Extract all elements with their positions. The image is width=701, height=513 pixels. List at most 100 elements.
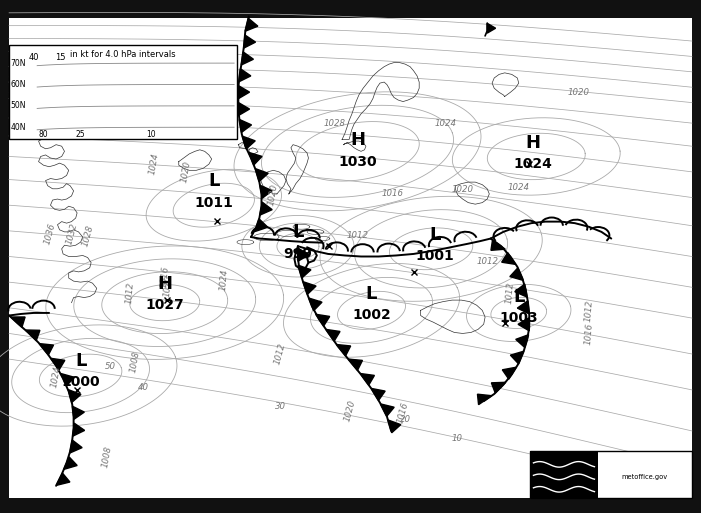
- Polygon shape: [239, 69, 251, 82]
- Polygon shape: [260, 185, 272, 198]
- Polygon shape: [238, 86, 250, 98]
- Text: 30: 30: [275, 402, 286, 411]
- Text: 10: 10: [146, 130, 156, 139]
- Polygon shape: [515, 284, 527, 297]
- Text: 1016: 1016: [381, 189, 404, 199]
- Polygon shape: [241, 52, 254, 65]
- Text: 1000: 1000: [61, 375, 100, 389]
- Polygon shape: [315, 314, 329, 326]
- Polygon shape: [348, 359, 362, 370]
- Text: 40: 40: [138, 383, 149, 392]
- Text: 1012: 1012: [505, 281, 516, 304]
- Text: 1024: 1024: [434, 119, 456, 128]
- Text: 1027: 1027: [145, 298, 184, 312]
- Polygon shape: [243, 136, 255, 149]
- Bar: [530, 451, 598, 498]
- Polygon shape: [39, 344, 53, 355]
- Text: 999: 999: [283, 247, 313, 261]
- Text: 1030: 1030: [338, 154, 377, 169]
- Text: L: L: [366, 285, 377, 303]
- Text: 25: 25: [76, 130, 86, 139]
- Polygon shape: [298, 248, 309, 261]
- Text: 1024: 1024: [508, 183, 530, 192]
- Text: 1020: 1020: [567, 88, 590, 97]
- Text: 70N: 70N: [11, 58, 26, 68]
- Text: 1012: 1012: [346, 231, 369, 241]
- Polygon shape: [516, 334, 529, 347]
- Bar: [9, 45, 237, 139]
- Text: 60N: 60N: [11, 80, 26, 89]
- Text: 1008: 1008: [100, 445, 113, 468]
- Text: 1003: 1003: [499, 311, 538, 325]
- Polygon shape: [381, 404, 394, 416]
- Text: metoffice.gov: metoffice.gov: [622, 474, 668, 480]
- Polygon shape: [298, 265, 311, 278]
- Polygon shape: [255, 169, 268, 182]
- Text: L: L: [429, 226, 440, 244]
- Polygon shape: [72, 406, 84, 419]
- Text: 1028: 1028: [324, 119, 346, 128]
- Text: L: L: [292, 223, 304, 242]
- Text: 1001: 1001: [415, 249, 454, 264]
- Text: L: L: [75, 351, 86, 370]
- Text: 1028: 1028: [81, 224, 95, 248]
- Text: 1020: 1020: [163, 275, 174, 298]
- Text: 1020: 1020: [267, 183, 280, 207]
- Polygon shape: [239, 120, 252, 132]
- Text: 50N: 50N: [11, 102, 26, 110]
- Polygon shape: [477, 394, 491, 405]
- Polygon shape: [249, 152, 262, 165]
- Polygon shape: [360, 373, 374, 385]
- Polygon shape: [487, 23, 496, 33]
- Text: 1036: 1036: [43, 222, 57, 245]
- Polygon shape: [510, 351, 524, 364]
- Polygon shape: [61, 373, 74, 386]
- Text: 1020: 1020: [569, 455, 581, 479]
- Text: 15: 15: [55, 53, 65, 63]
- Polygon shape: [56, 473, 70, 485]
- Text: L: L: [513, 287, 524, 306]
- Polygon shape: [50, 358, 65, 370]
- Polygon shape: [68, 389, 81, 403]
- Polygon shape: [309, 298, 322, 311]
- Text: 1016: 1016: [159, 266, 170, 288]
- Polygon shape: [73, 423, 85, 436]
- Text: 80: 80: [39, 130, 48, 139]
- Text: 1012: 1012: [476, 257, 498, 266]
- Text: H: H: [525, 133, 540, 152]
- Polygon shape: [326, 329, 340, 341]
- Polygon shape: [11, 317, 25, 327]
- Text: 50: 50: [104, 362, 116, 371]
- Polygon shape: [503, 367, 516, 379]
- Text: 40N: 40N: [11, 123, 26, 132]
- Polygon shape: [238, 103, 250, 115]
- Text: 1032: 1032: [65, 222, 79, 245]
- Text: 1011: 1011: [194, 195, 233, 210]
- Text: 1002: 1002: [352, 308, 391, 323]
- Text: H: H: [157, 274, 172, 293]
- Polygon shape: [260, 202, 272, 215]
- Polygon shape: [517, 301, 529, 314]
- Text: 1012: 1012: [583, 299, 594, 322]
- Polygon shape: [254, 219, 268, 231]
- Text: 1024: 1024: [219, 268, 230, 291]
- Polygon shape: [491, 382, 505, 393]
- Text: 1012: 1012: [273, 342, 287, 366]
- Polygon shape: [336, 345, 350, 356]
- Polygon shape: [388, 420, 401, 433]
- Polygon shape: [245, 18, 258, 31]
- Text: L: L: [208, 172, 219, 190]
- Polygon shape: [510, 268, 523, 281]
- Polygon shape: [372, 388, 385, 401]
- Text: 1016: 1016: [583, 322, 594, 345]
- Polygon shape: [25, 330, 40, 341]
- Polygon shape: [502, 253, 516, 264]
- Text: 40: 40: [29, 53, 39, 63]
- Text: 1012: 1012: [124, 281, 135, 304]
- Text: H: H: [350, 131, 365, 149]
- Text: 20: 20: [400, 415, 411, 424]
- Text: 1024: 1024: [148, 152, 161, 176]
- Polygon shape: [518, 318, 529, 331]
- Polygon shape: [244, 35, 256, 48]
- Text: 1020: 1020: [179, 160, 192, 184]
